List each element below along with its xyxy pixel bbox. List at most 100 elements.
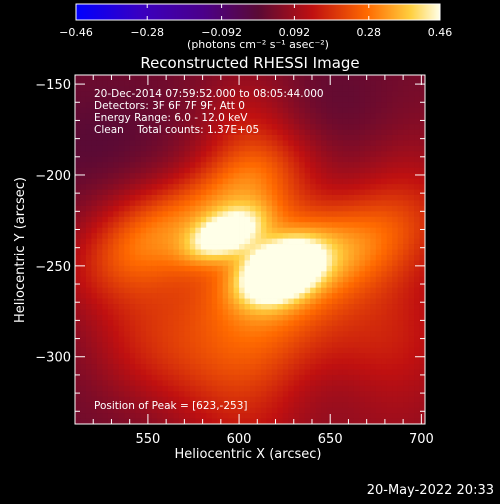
- heatmap-cell: [146, 233, 152, 239]
- heatmap-cell: [151, 96, 158, 103]
- heatmap-cell: [271, 145, 278, 152]
- heatmap-cell: [113, 178, 120, 185]
- heatmap-cell: [184, 374, 191, 381]
- heatmap-cell: [107, 385, 114, 392]
- heatmap-cell: [107, 276, 114, 283]
- heatmap-cell: [348, 227, 355, 234]
- heatmap-cell: [342, 271, 349, 278]
- heatmap-cell: [381, 320, 388, 327]
- heatmap-cell: [80, 320, 87, 327]
- heatmap-cell: [113, 145, 120, 152]
- heatmap-cell: [102, 227, 109, 234]
- heatmap-cell: [375, 233, 382, 239]
- heatmap-cell: [91, 298, 98, 305]
- heatmap-cell: [348, 287, 355, 294]
- heatmap-cell: [288, 238, 295, 245]
- heatmap-cell: [271, 418, 278, 425]
- heatmap-cell: [348, 151, 355, 158]
- heatmap-cell: [403, 129, 409, 136]
- heatmap-cell: [135, 369, 142, 376]
- heatmap-cell: [107, 331, 114, 338]
- heatmap-cell: [299, 353, 306, 359]
- heatmap-cell: [288, 80, 295, 87]
- heatmap-cell: [233, 325, 240, 332]
- heatmap-cell: [217, 96, 224, 103]
- heatmap-cell: [250, 244, 256, 250]
- heatmap-cell: [414, 167, 420, 174]
- heatmap-cell: [162, 260, 169, 267]
- heatmap-cell: [277, 374, 284, 381]
- heatmap-cell: [403, 184, 409, 190]
- heatmap-cell: [299, 413, 306, 419]
- heatmap-cell: [129, 162, 136, 169]
- heatmap-cell: [282, 298, 289, 305]
- heatmap-cell: [151, 336, 158, 343]
- heatmap-cell: [397, 314, 404, 321]
- heatmap-cell: [375, 216, 382, 223]
- heatmap-cell: [200, 314, 207, 321]
- heatmap-cell: [299, 156, 306, 163]
- heatmap-cell: [397, 96, 404, 103]
- heatmap-cell: [342, 184, 349, 190]
- heatmap-cell: [217, 364, 224, 370]
- heatmap-cell: [255, 342, 262, 349]
- heatmap-cell: [403, 167, 409, 174]
- heatmap-cell: [200, 249, 207, 256]
- heatmap-cell: [75, 194, 81, 201]
- heatmap-cell: [113, 331, 120, 338]
- heatmap-cell: [304, 391, 311, 398]
- heatmap-cell: [200, 222, 207, 229]
- heatmap-cell: [337, 418, 344, 425]
- heatmap-cell: [293, 162, 300, 169]
- heatmap-cell: [222, 391, 229, 398]
- heatmap-cell: [151, 80, 158, 87]
- heatmap-cell: [151, 396, 158, 403]
- heatmap-cell: [195, 353, 202, 359]
- heatmap-cell: [228, 238, 234, 245]
- heatmap-cell: [392, 353, 399, 359]
- heatmap-cell: [173, 353, 180, 359]
- heatmap-cell: [75, 271, 81, 278]
- heatmap-cell: [271, 347, 278, 354]
- heatmap-cell: [102, 314, 109, 321]
- heatmap-cell: [189, 162, 196, 169]
- heatmap-cell: [124, 293, 131, 299]
- heatmap-cell: [135, 238, 142, 245]
- heatmap-cell: [348, 156, 355, 163]
- heatmap-cell: [304, 347, 311, 354]
- heatmap-cell: [75, 293, 81, 299]
- heatmap-cell: [217, 271, 224, 278]
- heatmap-cell: [266, 167, 273, 174]
- heatmap-cell: [386, 194, 393, 201]
- heatmap-cell: [75, 113, 81, 120]
- heatmap-cell: [217, 282, 224, 289]
- heatmap-cell: [124, 287, 131, 294]
- heatmap-cell: [217, 227, 224, 234]
- heatmap-cell: [304, 151, 311, 158]
- heatmap-cell: [403, 385, 409, 392]
- heatmap-cell: [359, 314, 366, 321]
- heatmap-cell: [140, 353, 147, 359]
- heatmap-cell: [178, 325, 185, 332]
- heatmap-cell: [184, 216, 191, 223]
- heatmap-cell: [364, 189, 371, 196]
- heatmap-cell: [397, 173, 404, 180]
- heatmap-cell: [348, 320, 355, 327]
- heatmap-cell: [124, 216, 131, 223]
- heatmap-cell: [342, 80, 349, 87]
- heatmap-cell: [184, 249, 191, 256]
- heatmap-cell: [419, 113, 426, 120]
- heatmap-cell: [233, 293, 240, 299]
- heatmap-cell: [135, 145, 142, 152]
- heatmap-cell: [80, 129, 87, 136]
- heatmap-cell: [408, 314, 415, 321]
- heatmap-cell: [271, 129, 278, 136]
- x-tick-label: 600: [227, 432, 252, 447]
- heatmap-cell: [250, 113, 256, 120]
- heatmap-cell: [102, 358, 109, 365]
- heatmap-cell: [195, 200, 202, 207]
- heatmap-cell: [206, 325, 213, 332]
- heatmap-cell: [364, 162, 371, 169]
- heatmap-cell: [299, 184, 306, 190]
- heatmap-cell: [102, 124, 109, 130]
